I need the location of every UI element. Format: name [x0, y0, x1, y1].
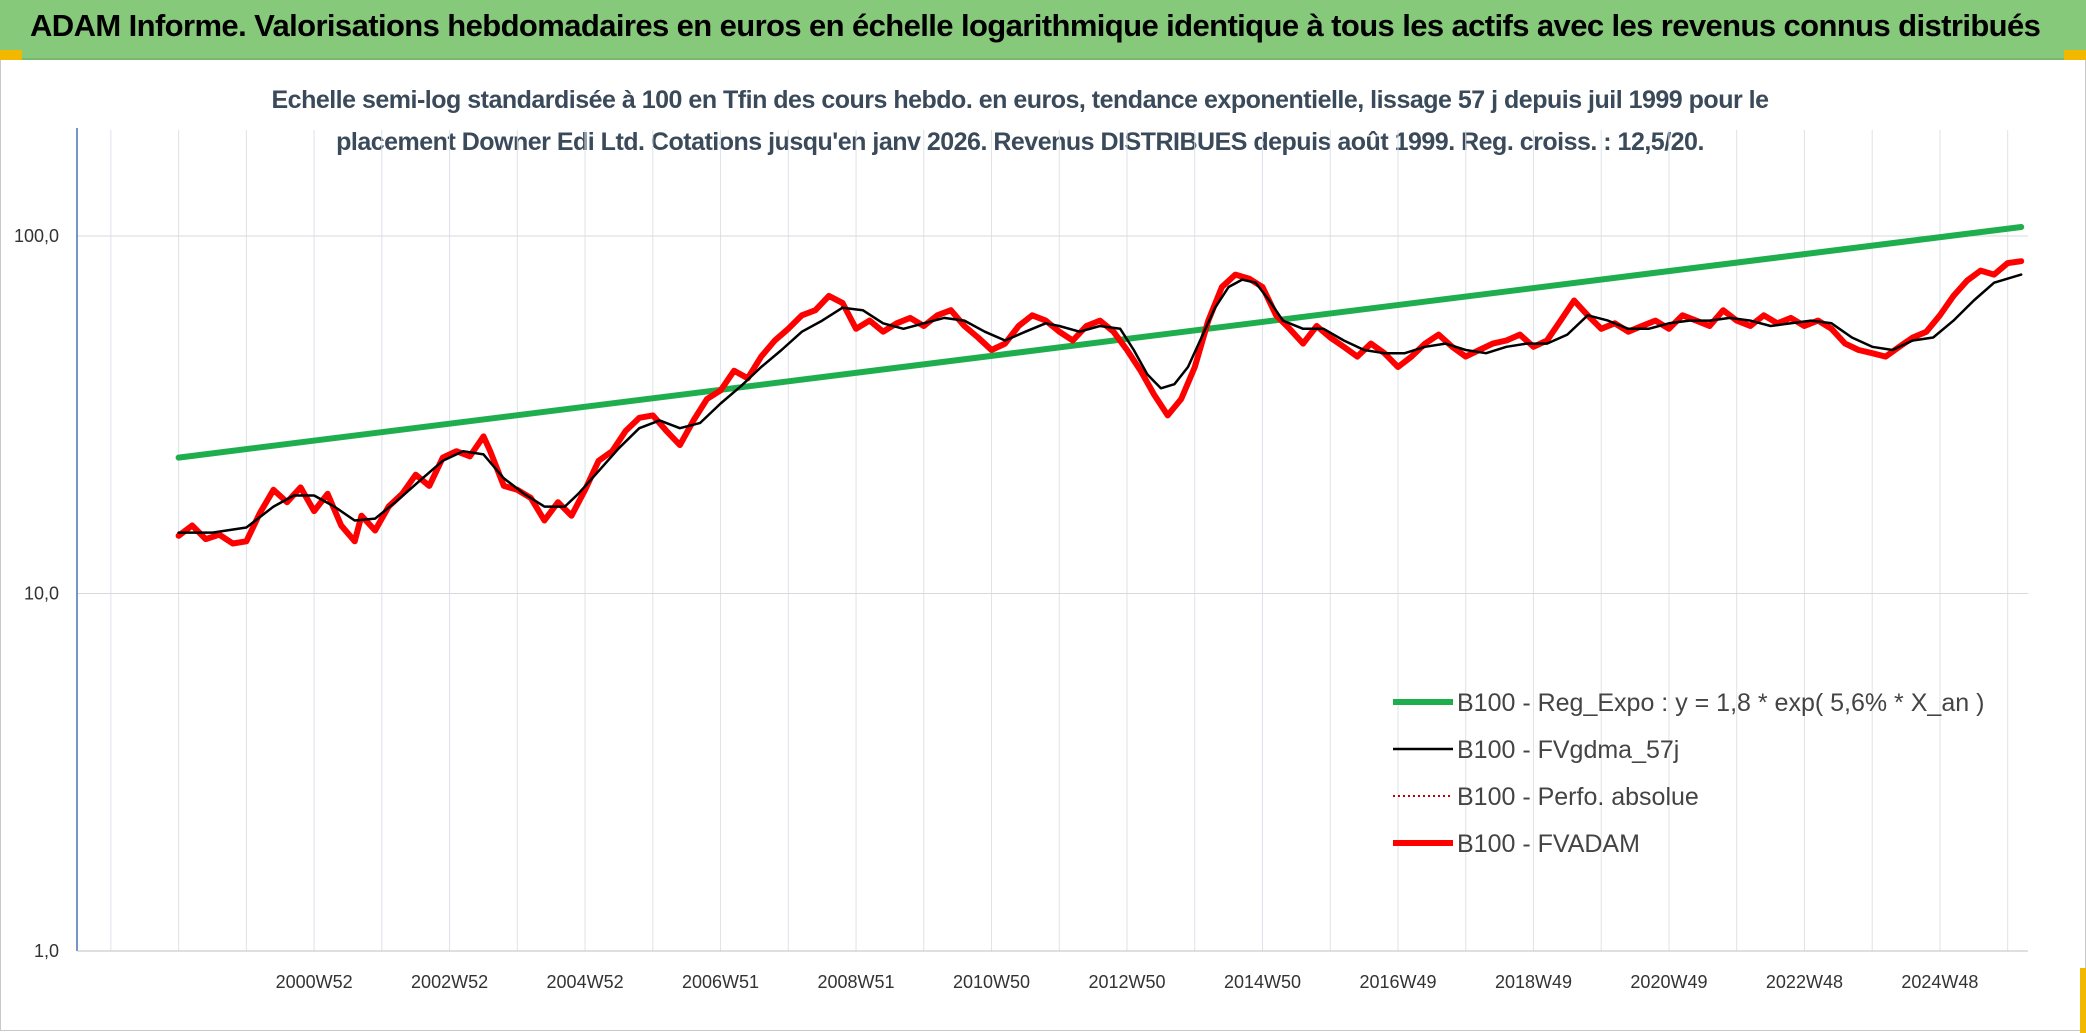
x-tick-label: 2022W48 [1766, 972, 1843, 992]
series-layer [175, 224, 2025, 547]
report-title: ADAM Informe. Valorisations hebdomadaire… [30, 8, 2041, 43]
y-tick-label: 100,0 [14, 226, 59, 246]
x-tick-label: 2018W49 [1495, 972, 1572, 992]
header-corner-left [0, 50, 22, 60]
series-line-1 [177, 273, 2023, 534]
x-tick-label: 2006W51 [682, 972, 759, 992]
series-line-0 [175, 224, 2025, 461]
x-tick-label: 2016W49 [1359, 972, 1436, 992]
y-tick-label: 10,0 [24, 584, 59, 604]
legend-label: B100 - Reg_Expo : y = 1,8 * exp( 5,6% * … [1457, 689, 1984, 717]
legend: B100 - Reg_Expo : y = 1,8 * exp( 5,6% * … [1393, 689, 1984, 858]
axes: 100,0 10,0 1,0 2000W52 2002W52 2004W52 2006W51… [14, 128, 2028, 992]
x-tick-label: 2010W50 [953, 972, 1030, 992]
legend-label: B100 - FVgdma_57j [1457, 736, 1679, 764]
x-tick-label: 2012W50 [1088, 972, 1165, 992]
x-tick-label: 2000W52 [276, 972, 353, 992]
header-corner-right [2064, 50, 2086, 60]
legend-label: B100 - Perfo. absolue [1457, 783, 1699, 811]
x-tick-label: 2004W52 [547, 972, 624, 992]
chart-title-line1: Echelle semi-log standardisée à 100 en T… [271, 86, 1769, 114]
side-mark [2080, 968, 2086, 1033]
x-tick-label: 2024W48 [1901, 972, 1978, 992]
report-header: ADAM Informe. Valorisations hebdomadaire… [0, 0, 2086, 60]
x-tick-label: 2014W50 [1224, 972, 1301, 992]
series-line-3 [175, 258, 2025, 547]
legend-label: B100 - FVADAM [1457, 830, 1640, 858]
x-tick-label: 2008W51 [818, 972, 895, 992]
y-tick-label: 1,0 [34, 941, 59, 961]
x-tick-label: 2002W52 [411, 972, 488, 992]
grid [77, 130, 2028, 952]
chart-title-line2: placement Downer Edi Ltd. Cotations jusq… [336, 128, 1704, 156]
x-tick-label: 2020W49 [1630, 972, 1707, 992]
